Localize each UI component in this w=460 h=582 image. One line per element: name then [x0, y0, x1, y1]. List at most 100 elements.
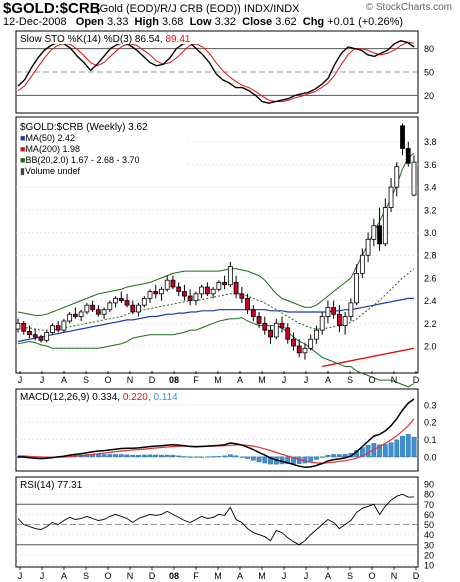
macd-histogram-bar: [331, 454, 337, 458]
candle-body: [153, 291, 159, 295]
macd-histogram-bar: [308, 456, 314, 462]
rsi-legend: RSI(14) 77.31: [20, 480, 83, 491]
macd-histogram-bar: [136, 454, 141, 458]
rsi-tick-label: 10: [424, 561, 434, 571]
candle-body: [268, 329, 273, 338]
low-value: 3.32: [214, 16, 237, 28]
rsi-x-label: A: [237, 571, 243, 581]
macd-histogram-bar: [210, 456, 216, 458]
price-x-label: N: [127, 375, 134, 385]
rsi-x-label: A: [325, 571, 331, 581]
macd-histogram-bar: [411, 436, 417, 458]
macd-histogram-bar: [256, 456, 262, 463]
macd-histogram-bar: [336, 454, 342, 458]
candle-body: [187, 295, 193, 302]
price-legend-bg: [18, 120, 188, 176]
sto-tick-label: 50: [424, 68, 434, 78]
macd-histogram-bar: [95, 453, 101, 458]
candle-body: [405, 148, 411, 164]
high-value: 3.68: [162, 16, 184, 28]
macd-histogram-bar: [262, 456, 268, 464]
ma50-legend: ■MA(50) 2.42: [20, 133, 75, 143]
price-legend-title: $GOLD:$CRB (Weekly) 3.62: [20, 122, 148, 133]
candle-body: [124, 300, 130, 306]
macd-histogram-bar: [199, 456, 205, 458]
bb-upper-line: [17, 152, 415, 316]
bb-legend: ■BB(20,2.0) 1.67 - 2.68 - 3.70: [20, 155, 140, 165]
macd-histogram-bar: [239, 456, 245, 458]
macd-histogram-bar: [164, 454, 170, 458]
candle-body: [319, 316, 325, 331]
ma200-legend: ■MA(200) 1.98: [20, 144, 80, 154]
close-value: 3.62: [275, 16, 297, 28]
macd-histogram-bar: [325, 454, 331, 458]
sto-tick-label: 20: [424, 91, 434, 101]
rsi-x-label: D: [149, 571, 156, 581]
rsi-x-label: N: [391, 571, 398, 581]
price-x-label: D: [149, 375, 156, 385]
macd-histogram-bar: [187, 456, 193, 458]
candle-body: [176, 286, 182, 292]
price-x-label: J: [282, 375, 287, 385]
price-tick-label: 2.6: [424, 273, 437, 283]
candle-body: [164, 279, 170, 290]
macd-histogram-bar: [245, 456, 250, 459]
candle-body: [308, 338, 314, 349]
sto-k-line: [17, 40, 415, 104]
price-x-label: J: [40, 375, 45, 385]
bb-lower-line: [17, 317, 415, 388]
price-x-label: M: [214, 375, 222, 385]
change-value: +0.01 (+0.26%): [327, 16, 404, 28]
rsi-x-label: O: [104, 571, 111, 581]
bb-middle-line: [18, 268, 415, 331]
rsi-x-label: J: [18, 571, 23, 581]
candle-body: [291, 338, 296, 347]
rsi-x-label: A: [61, 571, 67, 581]
macd-histogram-bar: [216, 456, 222, 458]
macd-line: [18, 398, 415, 469]
candle-body: [67, 313, 73, 322]
macd-legend-bg: [18, 391, 228, 402]
macd-histogram-bar: [388, 442, 394, 458]
macd-histogram-bar: [153, 454, 159, 458]
rsi-x-label: J: [40, 571, 45, 581]
macd-histogram-bar: [130, 454, 136, 458]
price-x-label: M: [258, 375, 266, 385]
rsi-panel: [15, 476, 419, 568]
macd-histogram-bar: [342, 453, 348, 458]
price-tick-label: 3.6: [424, 160, 437, 170]
price-tick-label: 3.2: [424, 205, 437, 215]
price-x-label: A: [61, 375, 67, 385]
macd-histogram-bar: [250, 456, 256, 461]
macd-histogram-bar: [222, 455, 228, 458]
macd-histogram-bar: [227, 454, 233, 458]
volume-legend: ▮Volume undef: [20, 166, 80, 176]
rsi-tick-label: 60: [424, 510, 434, 520]
macd-histogram-bar: [405, 434, 411, 458]
rsi-x-label: M: [214, 571, 222, 581]
rsi-tick-label: 30: [424, 540, 434, 550]
macd-panel: [15, 388, 419, 472]
price-x-label: O: [368, 375, 375, 385]
rsi-tick-label: 90: [424, 480, 434, 490]
candle-body: [199, 286, 205, 295]
candle-body: [285, 327, 291, 340]
macd-histogram-bar: [107, 454, 113, 458]
candle-body: [400, 125, 405, 149]
candle-body: [250, 309, 256, 317]
candle-body: [382, 207, 388, 245]
candle-body: [78, 311, 84, 317]
price-x-label: S: [347, 375, 353, 385]
candle-body: [204, 286, 210, 295]
macd-histogram-bar: [400, 435, 405, 458]
rsi-tick-label: 70: [424, 500, 434, 510]
macd-histogram-bar: [394, 439, 400, 458]
candle-body: [336, 313, 342, 326]
macd-tick-label: 0.3: [424, 400, 437, 410]
price-x-label: D: [413, 375, 420, 385]
chart-symbol: $GOLD:$CRB: [3, 0, 101, 17]
rsi-tick-label: 40: [424, 530, 434, 540]
candle-body: [377, 225, 382, 245]
price-x-label: S: [83, 375, 89, 385]
